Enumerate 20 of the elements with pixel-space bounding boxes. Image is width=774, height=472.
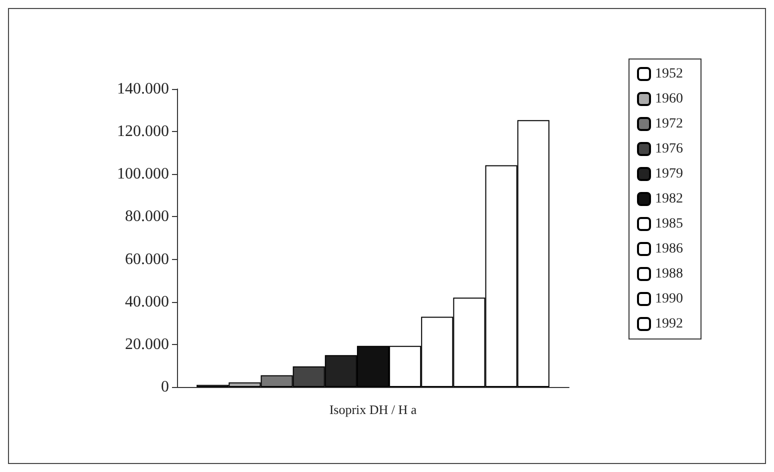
legend-label: 1976 (655, 142, 683, 156)
legend-label: 1960 (655, 92, 683, 106)
y-tick-label: 120.000 (117, 123, 169, 140)
legend-label: 1982 (655, 192, 683, 206)
y-tick-label: 40.000 (125, 293, 169, 310)
legend-label: 1986 (655, 242, 683, 256)
legend-label: 1992 (655, 316, 683, 332)
y-tick-label: 60.000 (125, 250, 169, 268)
legend-label: 1979 (655, 166, 683, 182)
legend-label: 1990 (655, 292, 683, 306)
y-tick-label: 140.000 (117, 80, 169, 98)
y-tick-label: 0 (161, 378, 169, 396)
y-tick-label: 100.000 (117, 166, 169, 183)
legend-label: 1985 (655, 216, 683, 232)
legend-label: 1952 (655, 66, 683, 82)
y-tick-label: 20.000 (125, 336, 169, 353)
x-tick-label: Isoprix DH / H a (329, 402, 417, 417)
legend-label: 1972 (655, 116, 683, 132)
legend-label: 1988 (655, 266, 683, 282)
y-tick-label: 80.000 (125, 208, 169, 226)
